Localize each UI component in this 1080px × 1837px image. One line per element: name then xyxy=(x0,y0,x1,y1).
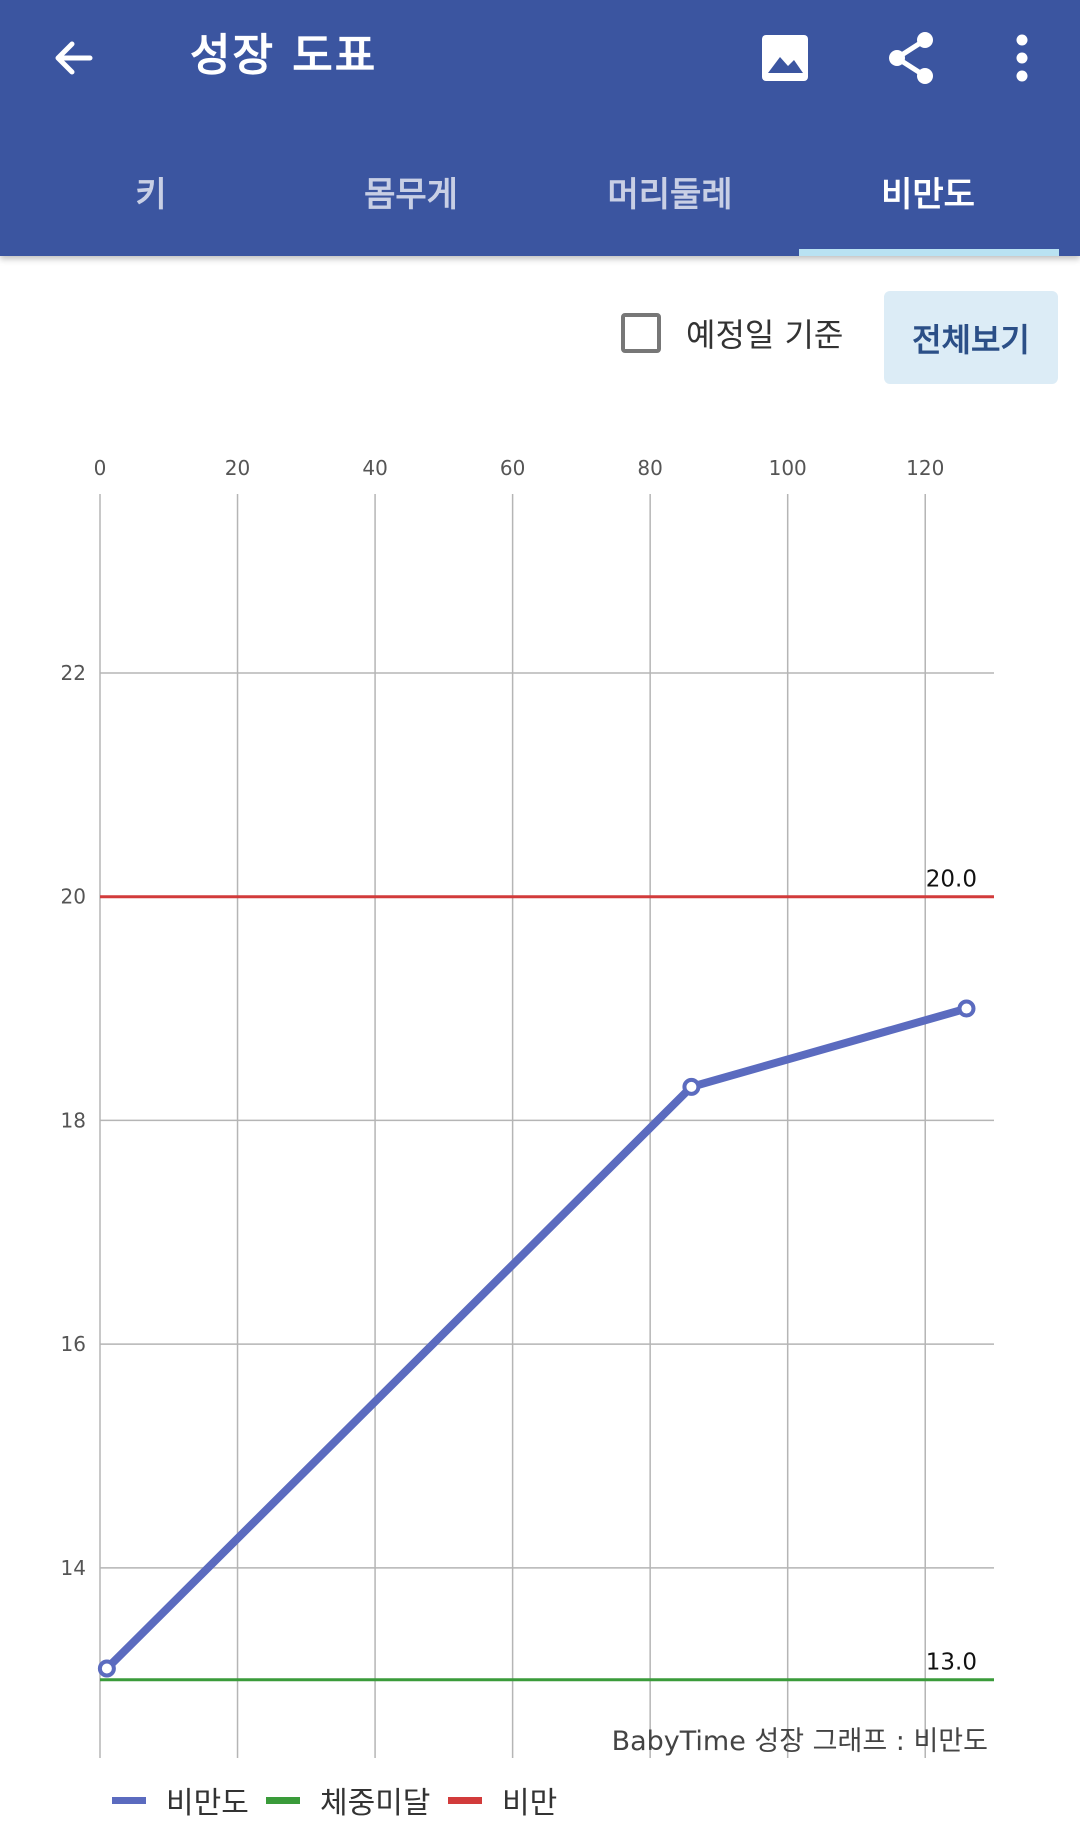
app-bar: 성장 도표 키 몸무게 머리둘레 비만도 xyxy=(0,0,1080,256)
legend-label: 비만도 xyxy=(166,1786,249,1821)
data-point xyxy=(682,1077,701,1096)
tab-height[interactable]: 키 xyxy=(135,175,167,215)
more-vert-icon xyxy=(1016,34,1028,82)
save-image-button[interactable] xyxy=(743,16,827,100)
series-line xyxy=(102,1004,971,1673)
due-date-checkbox[interactable] xyxy=(621,313,661,353)
back-button[interactable] xyxy=(32,16,116,100)
x-tick-label: 120 xyxy=(906,456,944,480)
obesity-chart: 0 20 40 60 80 100 120 14 16 18 20 22 20.0 13.0 BabyTim… xyxy=(61,456,994,1758)
chart-watermark: BabyTime 성장 그래프 : 비만도 xyxy=(612,1726,988,1757)
view-all-button[interactable]: 전체보기 xyxy=(884,291,1058,384)
legend-swatch xyxy=(112,1796,146,1804)
y-tick-label: 14 xyxy=(61,1556,86,1580)
y-tick-label: 18 xyxy=(61,1108,86,1132)
legend-item: 비만 xyxy=(448,1780,558,1821)
data-point xyxy=(97,1659,116,1678)
x-tick-label: 60 xyxy=(500,456,525,480)
x-tick-label: 80 xyxy=(637,456,662,480)
y-tick-label: 16 xyxy=(61,1332,86,1356)
more-options-button[interactable] xyxy=(980,16,1064,100)
data-point xyxy=(957,999,976,1018)
share-button[interactable] xyxy=(869,16,953,100)
y-tick-label: 22 xyxy=(61,661,86,685)
due-date-label: 예정일 기준 xyxy=(686,316,844,354)
tab-weight[interactable]: 몸무게 xyxy=(364,175,458,215)
share-icon xyxy=(889,32,933,84)
tab-indicator xyxy=(799,249,1059,256)
y-tick-label: 20 xyxy=(61,885,86,909)
x-tick-label: 40 xyxy=(362,456,387,480)
legend-label: 체중미달 xyxy=(320,1786,431,1821)
image-icon xyxy=(762,35,808,81)
legend-swatch xyxy=(448,1796,482,1804)
legend-item: 체중미달 xyxy=(266,1780,431,1821)
reference-value-label: 20.0 xyxy=(926,867,977,893)
x-tick-label: 0 xyxy=(94,456,107,480)
arrow-left-icon xyxy=(55,41,93,75)
x-tick-label: 20 xyxy=(225,456,250,480)
tab-head-circumference[interactable]: 머리둘레 xyxy=(607,175,733,215)
x-tick-label: 100 xyxy=(769,456,807,480)
page-title: 성장 도표 xyxy=(190,30,378,81)
legend-label: 비만 xyxy=(502,1786,558,1821)
legend-item: 비만도 xyxy=(112,1780,249,1821)
legend-swatch xyxy=(266,1796,300,1804)
tab-obesity[interactable]: 비만도 xyxy=(881,175,975,215)
reference-value-label: 13.0 xyxy=(926,1650,977,1676)
